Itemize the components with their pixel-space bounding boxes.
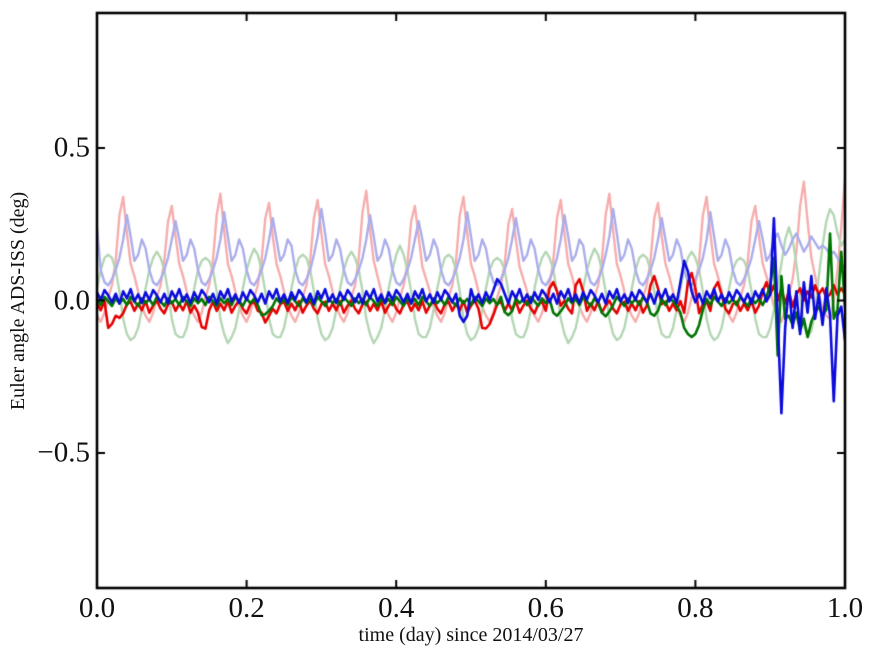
x-tick-label: 0.6	[527, 592, 564, 624]
y-tick-label: 0.5	[53, 131, 90, 164]
x-tick-label: 0.4	[378, 592, 415, 624]
x-axis-label: time (day) since 2014/03/27	[358, 624, 584, 646]
x-tick-label: 1.0	[826, 592, 864, 624]
x-tick-label: 0.2	[228, 592, 265, 624]
y-tick-label: −0.5	[37, 436, 90, 469]
y-tick-label: 0.0	[53, 284, 90, 316]
x-tick-label: 0.8	[677, 592, 714, 624]
y-axis-label: Euler angle ADS-ISS (deg)	[7, 191, 29, 410]
x-tick-label: 0.0	[78, 592, 116, 624]
